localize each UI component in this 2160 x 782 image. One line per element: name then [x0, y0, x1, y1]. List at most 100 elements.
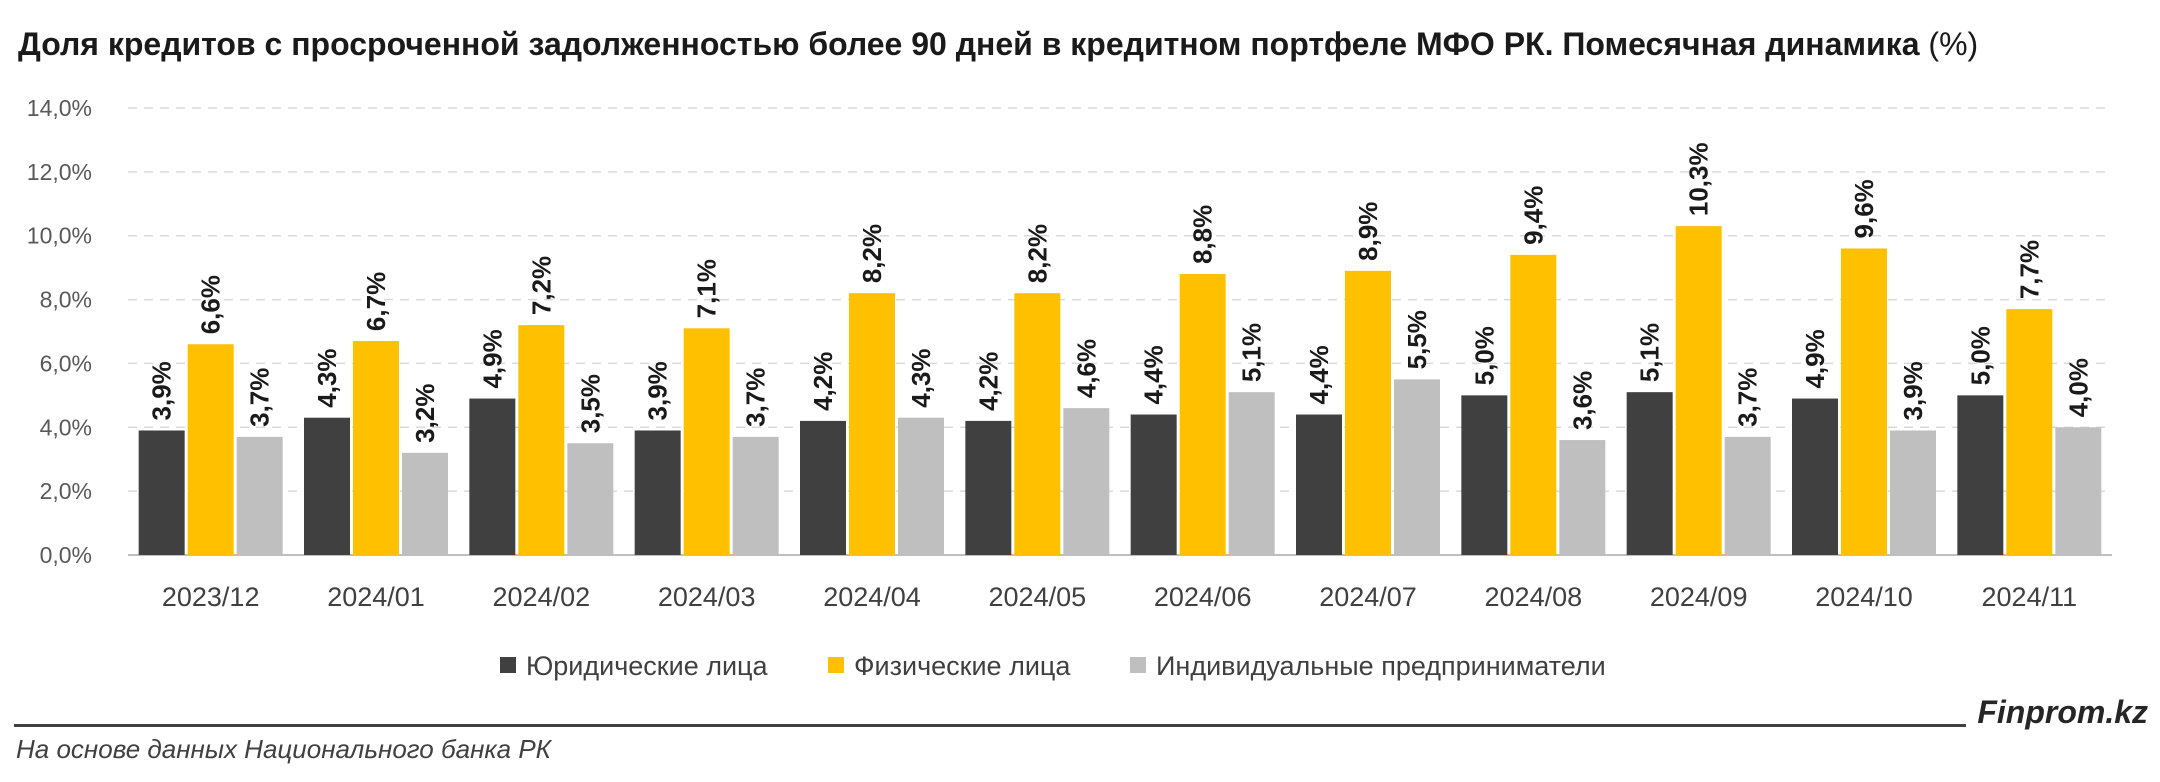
- legend: Юридические лица Физические лица Индивидуа…: [500, 651, 1606, 681]
- data-label: 4,0%: [2063, 358, 2093, 417]
- x-tick-label: 2024/06: [1154, 582, 1252, 612]
- bar-entrepreneurs: [1394, 379, 1440, 555]
- bar-legal: [1792, 398, 1838, 555]
- data-label: 3,7%: [1733, 368, 1763, 427]
- bar-individuals: [1179, 274, 1226, 555]
- bar-entrepreneurs: [402, 452, 448, 555]
- bar-legal: [1130, 414, 1177, 555]
- bar-individuals: [187, 344, 234, 555]
- bar-individuals: [1510, 254, 1557, 555]
- bars: [138, 226, 2102, 555]
- data-label: 4,2%: [973, 352, 1003, 411]
- data-label: 8,2%: [857, 224, 887, 283]
- data-label: 4,3%: [906, 348, 936, 407]
- footer-divider: [14, 724, 1966, 727]
- y-axis-ticks: 0,0% 2,0% 4,0% 6,0% 8,0% 10,0% 12,0% 14,0%: [27, 95, 92, 568]
- y-tick-label: 2,0%: [40, 478, 92, 504]
- data-label: 3,2%: [410, 384, 440, 443]
- bar-individuals: [1345, 270, 1391, 555]
- legend-label: Физические лица: [854, 651, 1071, 681]
- bar-legal: [800, 420, 846, 555]
- bar-entrepreneurs: [898, 417, 944, 555]
- y-tick-label: 6,0%: [40, 350, 92, 376]
- x-tick-label: 2024/01: [327, 582, 425, 612]
- bar-legal: [965, 420, 1012, 555]
- data-label: 5,0%: [1469, 326, 1499, 385]
- data-label: 3,6%: [1567, 371, 1597, 430]
- data-label: 3,9%: [147, 361, 177, 420]
- x-tick-label: 2023/12: [162, 582, 260, 612]
- bar-entrepreneurs: [2055, 427, 2102, 555]
- data-label: 5,5%: [1402, 310, 1432, 369]
- bar-entrepreneurs: [236, 436, 283, 555]
- data-label: 3,7%: [245, 368, 275, 427]
- x-tick-label: 2024/03: [658, 582, 756, 612]
- bar-individuals: [353, 341, 399, 555]
- bar-entrepreneurs: [1724, 436, 1771, 555]
- data-label: 4,4%: [1139, 345, 1169, 404]
- data-label: 4,2%: [808, 352, 838, 411]
- data-label: 7,7%: [2014, 240, 2044, 299]
- data-label: 8,8%: [1188, 205, 1218, 264]
- bar-individuals: [683, 328, 730, 555]
- bar-individuals: [849, 293, 895, 555]
- x-tick-label: 2024/09: [1650, 582, 1748, 612]
- y-tick-label: 10,0%: [27, 223, 92, 249]
- data-label: 5,1%: [1237, 323, 1267, 382]
- source-note: На основе данных Национального банка РК: [16, 734, 552, 764]
- legend-swatch: [500, 657, 516, 673]
- bar-legal: [1461, 395, 1508, 555]
- x-tick-label: 2024/07: [1319, 582, 1417, 612]
- data-label: 4,3%: [312, 348, 342, 407]
- chart-title: Доля кредитов с просроченной задолженнос…: [18, 26, 2148, 63]
- bar-entrepreneurs: [567, 443, 614, 555]
- data-label: 6,6%: [196, 275, 226, 334]
- x-tick-label: 2024/08: [1485, 582, 1583, 612]
- x-axis-ticks: 2023/12 2024/01 2024/02 2024/03 2024/04 2024/…: [162, 582, 2077, 612]
- data-label: 7,2%: [526, 256, 556, 315]
- bar-entrepreneurs: [732, 436, 779, 555]
- data-label: 5,1%: [1635, 323, 1665, 382]
- chart-title-text: Доля кредитов с просроченной задолженнос…: [18, 26, 1920, 62]
- data-label: 7,1%: [692, 259, 722, 318]
- y-tick-label: 14,0%: [27, 95, 92, 121]
- bar-legal: [1957, 395, 2004, 555]
- bar-legal: [138, 430, 185, 555]
- data-label: 4,9%: [1800, 329, 1830, 388]
- bar-individuals: [1675, 226, 1722, 555]
- x-tick-label: 2024/11: [1982, 582, 2078, 612]
- chart-title-unit: (%): [1928, 26, 1979, 62]
- data-label: 5,0%: [1965, 326, 1995, 385]
- y-tick-label: 8,0%: [40, 287, 92, 313]
- data-label: 9,6%: [1849, 179, 1879, 238]
- x-tick-label: 2024/04: [823, 582, 921, 612]
- data-label: 8,9%: [1353, 202, 1383, 261]
- data-label: 3,7%: [741, 368, 771, 427]
- data-label: 4,9%: [477, 329, 507, 388]
- y-tick-label: 0,0%: [40, 542, 92, 568]
- legend-swatch: [1130, 657, 1146, 673]
- data-label: 9,4%: [1518, 186, 1548, 245]
- data-label: 10,3%: [1684, 142, 1714, 216]
- legend-swatch: [828, 657, 844, 673]
- bar-entrepreneurs: [1063, 408, 1110, 555]
- data-label: 4,6%: [1071, 339, 1101, 398]
- legend-label: Индивидуальные предприниматели: [1156, 651, 1606, 681]
- y-tick-label: 4,0%: [40, 414, 92, 440]
- data-label: 8,2%: [1022, 224, 1052, 283]
- bar-legal: [469, 398, 516, 555]
- data-label: 4,4%: [1304, 345, 1334, 404]
- data-labels: 3,9% 6,6% 3,7% 4,3% 6,7% 3,2% 4,9% 7,2% 3,5% 3,9%…: [147, 142, 2094, 442]
- legend-label: Юридические лица: [526, 651, 769, 681]
- x-tick-label: 2024/10: [1815, 582, 1913, 612]
- gridlines: [128, 107, 2112, 556]
- data-label: 6,7%: [361, 272, 391, 331]
- x-tick-label: 2024/05: [989, 582, 1087, 612]
- chart-plot: 0,0% 2,0% 4,0% 6,0% 8,0% 10,0% 12,0% 14,0% 3,9%…: [27, 95, 2112, 681]
- bar-entrepreneurs: [1228, 392, 1275, 555]
- y-tick-label: 12,0%: [27, 159, 92, 185]
- data-label: 3,9%: [1898, 361, 1928, 420]
- bar-individuals: [518, 325, 565, 555]
- bar-legal: [1296, 414, 1342, 555]
- bar-legal: [634, 430, 681, 555]
